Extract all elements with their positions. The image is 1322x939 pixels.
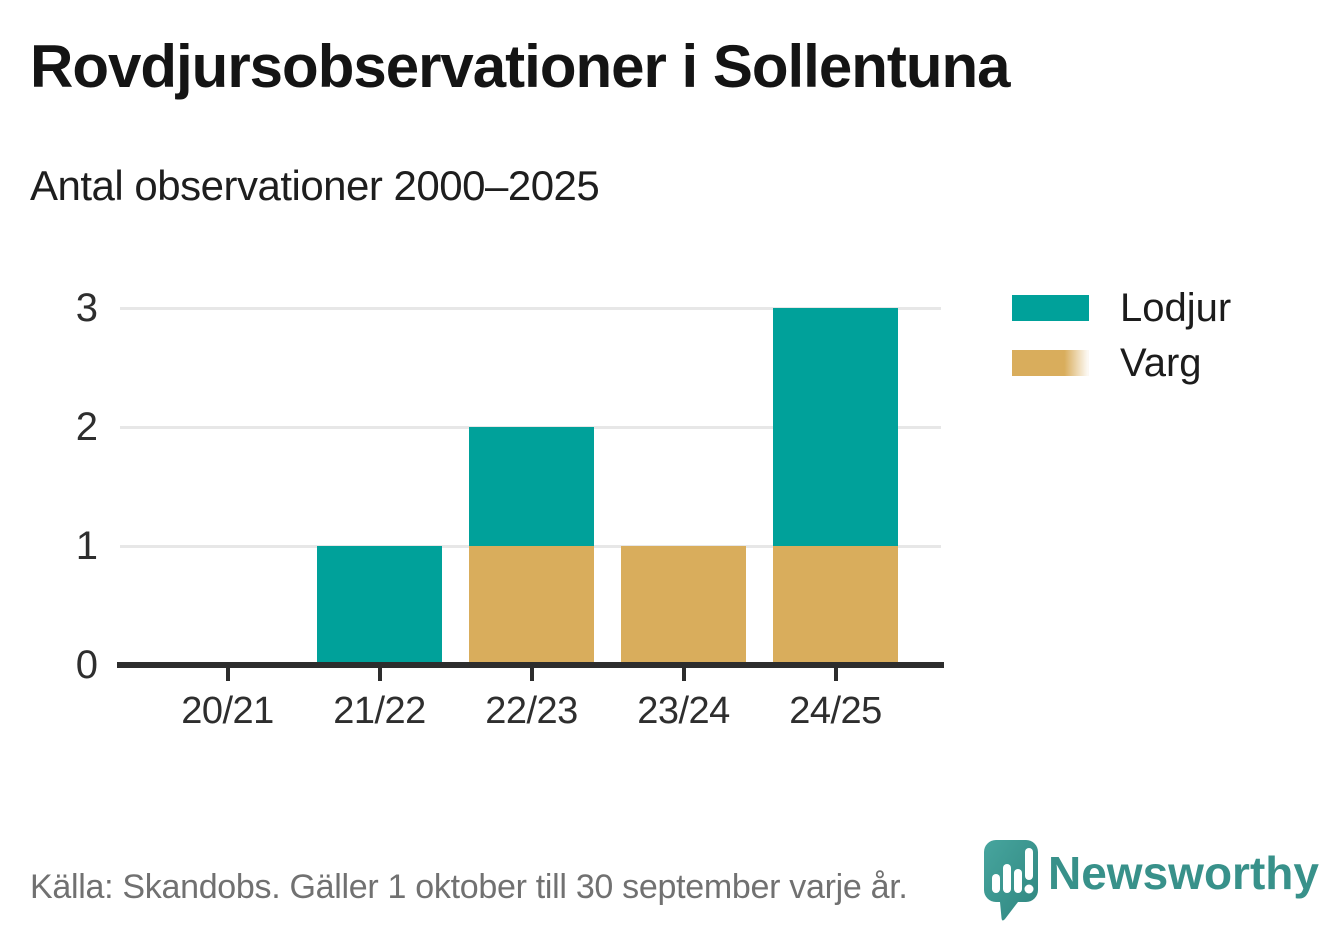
source-note: Källa: Skandobs. Gäller 1 oktober till 3… <box>30 868 908 906</box>
x-axis-tick-20/21 <box>225 668 230 681</box>
legend: Lodjur Varg <box>1012 286 1232 405</box>
legend-label-varg: Varg <box>1120 341 1202 385</box>
bar-segment-lodjur-21/22 <box>317 546 442 665</box>
legend-item-lodjur: Lodjur <box>1012 286 1232 330</box>
page-title: Rovdjursobservationer i Sollentuna <box>30 33 1011 100</box>
bar-segment-lodjur-24/25 <box>773 308 898 546</box>
x-axis-line <box>117 662 944 668</box>
x-axis-tick-22/23 <box>529 668 534 681</box>
x-axis-tick-21/22 <box>377 668 382 681</box>
y-tick-label: 0 <box>75 643 98 687</box>
x-tick-label: 23/24 <box>637 690 730 732</box>
x-axis-tick-23/24 <box>681 668 686 681</box>
legend-swatch-lodjur <box>1012 295 1089 321</box>
y-tick-label: 1 <box>75 524 98 568</box>
x-tick-label: 22/23 <box>485 690 578 732</box>
bar-segment-varg-23/24 <box>621 546 746 665</box>
brand-name: Newsworthy <box>1048 847 1319 899</box>
bar-segment-varg-22/23 <box>469 546 594 665</box>
chart-subtitle: Antal observationer 2000–2025 <box>30 162 600 209</box>
newsworthy-logo-icon <box>984 840 1038 921</box>
x-axis-tick-24/25 <box>833 668 838 681</box>
y-tick-label: 2 <box>75 405 98 449</box>
legend-label-lodjur: Lodjur <box>1120 286 1232 330</box>
legend-swatch-varg <box>1012 350 1089 376</box>
bar-segment-varg-24/25 <box>773 546 898 665</box>
x-tick-label: 21/22 <box>333 690 426 732</box>
x-tick-label: 24/25 <box>789 690 882 732</box>
x-tick-label: 20/21 <box>181 690 274 732</box>
bar-segment-lodjur-22/23 <box>469 427 594 546</box>
legend-item-varg: Varg <box>1012 341 1231 385</box>
gridline-3 <box>120 307 941 310</box>
y-tick-label: 3 <box>75 286 98 330</box>
